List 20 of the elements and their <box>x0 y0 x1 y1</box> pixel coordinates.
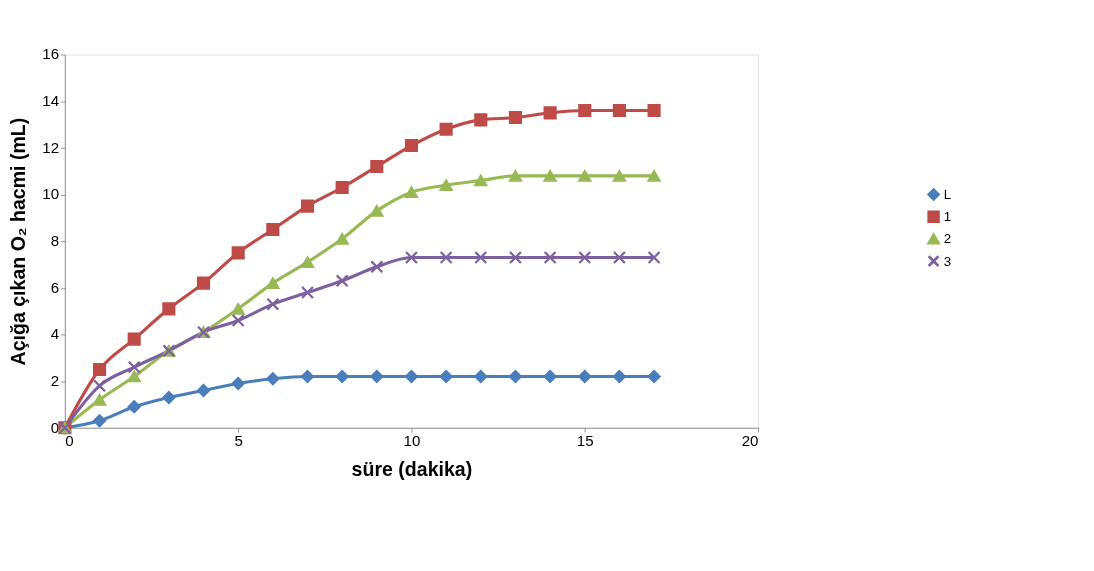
x-axis-title: süre (dakika) <box>351 458 473 481</box>
x-tick-label: 20 <box>741 432 759 450</box>
x-tick-label: 5 <box>234 432 243 450</box>
y-tick-label: 4 <box>50 325 60 343</box>
x-tick-label: 15 <box>576 432 594 450</box>
x-tick-label: 0 <box>65 432 74 450</box>
y-tick-label: 12 <box>42 138 60 156</box>
y-tick-label: 16 <box>42 45 60 63</box>
y-axis-title: Açığa çıkan O₂ hacmi (mL) <box>7 117 30 366</box>
legend-label: 3 <box>943 253 952 269</box>
legend-label: 1 <box>943 209 952 225</box>
y-tick-label: 0 <box>50 418 60 436</box>
y-tick-label: 8 <box>50 232 60 250</box>
legend-label: L <box>943 186 952 202</box>
legend-label: 2 <box>943 231 952 247</box>
y-tick-label: 6 <box>50 278 60 296</box>
y-tick-label: 14 <box>42 92 60 110</box>
y-tick-label: 10 <box>42 185 60 203</box>
y-tick-label: 2 <box>50 372 60 390</box>
x-tick-label: 10 <box>403 432 421 450</box>
